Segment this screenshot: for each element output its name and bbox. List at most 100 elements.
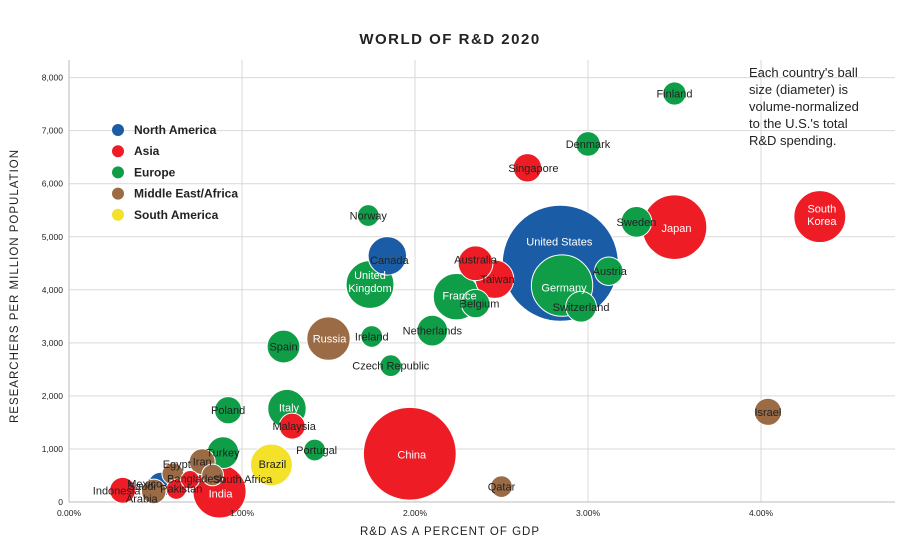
label-south-africa: South Africa — [213, 474, 273, 486]
label-italy: Italy — [279, 403, 300, 415]
label-brazil: Brazil — [259, 459, 287, 471]
label-taiwan: Taiwan — [480, 274, 514, 286]
legend-label-north-america: North America — [134, 123, 217, 137]
annotation-line: to the U.S.'s total — [749, 116, 848, 131]
label-netherlands: Netherlands — [403, 326, 463, 338]
label-united-states: United States — [526, 236, 593, 248]
annotation-line: size (diameter) is — [749, 82, 848, 97]
chart-title: WORLD OF R&D 2020 — [359, 31, 540, 48]
label-portugal: Portugal — [296, 445, 337, 457]
label-czech-republic: Czech Republic — [352, 361, 430, 373]
bubble-portugal — [303, 438, 327, 462]
y-axis-label: RESEARCHERS PER MILLION POPULATION — [9, 149, 21, 423]
legend-swatch-south-america — [112, 208, 124, 221]
bubble-belgium — [460, 288, 491, 319]
label-singapore: Singapore — [508, 163, 558, 175]
y-tick-label: 0 — [58, 497, 63, 507]
bubble-singapore — [512, 153, 543, 183]
label-turkey: Turkey — [206, 448, 240, 460]
label-austria: Austria — [593, 266, 628, 278]
label-bangladesh: Bangladesh — [167, 474, 225, 486]
bubble-netherlands — [416, 314, 449, 347]
y-tick-label: 2,000 — [42, 391, 64, 401]
label-germany: Germany — [541, 283, 587, 295]
bubble-brazil — [249, 443, 293, 487]
legend: North America Asia Europe Middle East/Afric… — [112, 123, 238, 222]
bubbles — [109, 81, 847, 519]
x-tick-label: 1.00% — [230, 508, 255, 518]
label-qatar: Qatar — [488, 482, 516, 494]
label-belgium: Belgium — [460, 299, 500, 311]
annotation-line: R&D spending. — [749, 133, 836, 148]
y-tick-label: 8,000 — [42, 73, 64, 83]
bubble-sweden — [620, 206, 653, 238]
annotation-line: volume-normalized — [749, 99, 859, 114]
point-labels: United States Canada Mexico China Japan South… — [93, 89, 838, 506]
x-tick-label: 0.00% — [57, 508, 82, 518]
label-china: China — [397, 450, 427, 462]
bubble-russia — [306, 316, 351, 361]
label-finland: Finland — [656, 89, 692, 101]
bubble-austria — [594, 256, 624, 286]
label-canada: Canada — [370, 255, 409, 267]
bubble-finland — [662, 81, 687, 106]
legend-swatch-europe — [112, 166, 124, 179]
y-tick-label: 6,000 — [42, 179, 64, 189]
bubble-switzerland — [565, 290, 597, 323]
label-malaysia: Malaysia — [272, 421, 316, 433]
bubble-canada — [367, 236, 408, 276]
bubble-china — [362, 406, 457, 501]
x-tick-label: 3.00% — [576, 508, 601, 518]
label-iran: Iran — [193, 457, 212, 469]
label-france: France — [442, 291, 476, 303]
x-tick-label: 4.00% — [749, 508, 774, 518]
bubble-pakistan — [165, 478, 187, 500]
size-annotation: Each country's ball size (diameter) is vol… — [749, 65, 859, 148]
label-japan: Japan — [662, 223, 692, 235]
bubble-indonesia — [109, 476, 137, 504]
bubble-south-korea — [793, 190, 847, 244]
bubble-czech-republic — [379, 354, 403, 378]
y-tick-label: 1,000 — [42, 444, 64, 454]
legend-swatch-north-america — [112, 124, 124, 136]
label-united-kingdom: United Kingdom — [348, 270, 391, 295]
label-australia: Australia — [454, 254, 498, 266]
y-tick-label: 4,000 — [42, 285, 64, 295]
label-russia: Russia — [313, 334, 348, 346]
label-indonesia: Indonesia — [93, 485, 142, 497]
legend-swatch-middle-east-africa — [112, 187, 124, 200]
label-egypt: Egypt — [163, 459, 191, 471]
x-axis-label: R&D AS A PERCENT OF GDP — [360, 526, 540, 538]
bubble-poland — [214, 396, 243, 425]
annotation-line: Each country's ball — [749, 65, 858, 80]
bubble-south-africa — [201, 463, 224, 487]
label-israel: Israel — [754, 407, 781, 419]
label-ireland: Ireland — [355, 331, 389, 343]
label-switzerland: Switzerland — [553, 302, 610, 314]
bubble-bangladesh — [180, 470, 200, 490]
label-south-korea: South Korea — [807, 203, 837, 228]
bubble-israel — [753, 397, 783, 426]
x-tick-label: 2.00% — [403, 508, 428, 518]
y-tick-label: 3,000 — [42, 338, 64, 348]
label-denmark: Denmark — [566, 139, 611, 151]
bubble-ireland — [360, 325, 384, 348]
bubble-norway — [356, 204, 380, 227]
legend-label-asia: Asia — [134, 144, 160, 158]
label-mexico: Mexico — [127, 478, 162, 490]
bubble-denmark — [575, 131, 601, 157]
y-tick-label: 5,000 — [42, 232, 64, 242]
x-tick-labels: 0.00% 1.00% 2.00% 3.00% 4.00% — [57, 508, 774, 518]
label-spain: Spain — [269, 342, 297, 354]
legend-swatch-asia — [112, 145, 124, 158]
label-india: India — [209, 488, 234, 500]
y-tick-labels: 0 1,000 2,000 3,000 4,000 5,000 6,000 7,000 8,00… — [42, 73, 64, 507]
label-saudi-arabia: Saudi Arabia — [126, 481, 159, 506]
y-tick-label: 7,000 — [42, 126, 64, 136]
legend-label-south-america: South America — [134, 208, 219, 222]
label-norway: Norway — [350, 211, 388, 223]
label-pakistan: Pakistan — [160, 483, 202, 495]
bubble-malaysia — [278, 412, 306, 440]
bubble-australia — [457, 245, 494, 282]
